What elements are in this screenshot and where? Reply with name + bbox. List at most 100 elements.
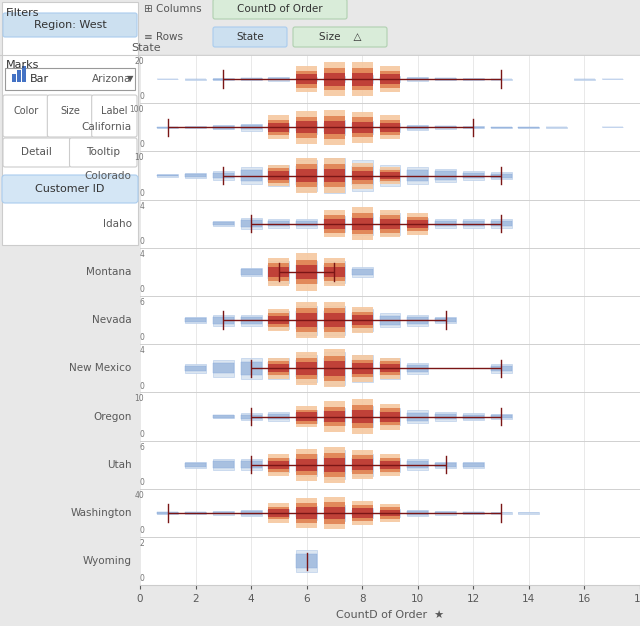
Bar: [296, 507, 317, 519]
Bar: [352, 505, 372, 521]
Bar: [324, 311, 345, 329]
Bar: [241, 267, 262, 276]
Bar: [213, 79, 234, 80]
Bar: [324, 169, 345, 182]
Bar: [380, 215, 401, 232]
Text: Wyoming: Wyoming: [83, 557, 132, 566]
Bar: [352, 77, 372, 81]
Text: 40: 40: [134, 491, 144, 500]
Bar: [213, 317, 234, 324]
Bar: [408, 217, 428, 231]
Bar: [296, 311, 317, 329]
Bar: [380, 364, 401, 372]
Bar: [463, 413, 484, 420]
Bar: [185, 126, 206, 128]
Bar: [435, 512, 456, 514]
Bar: [296, 166, 317, 185]
Bar: [380, 408, 401, 425]
Text: 0: 0: [140, 333, 144, 342]
Bar: [268, 414, 289, 419]
Bar: [380, 172, 401, 179]
Bar: [352, 218, 372, 230]
Bar: [324, 358, 345, 379]
Bar: [268, 172, 289, 180]
Bar: [324, 73, 345, 86]
Text: 0: 0: [140, 430, 144, 439]
Bar: [296, 123, 317, 131]
Bar: [352, 72, 372, 86]
Bar: [268, 78, 289, 81]
Bar: [213, 315, 234, 326]
Bar: [213, 125, 234, 130]
Bar: [352, 508, 372, 518]
Bar: [435, 413, 456, 421]
Bar: [380, 123, 401, 132]
Bar: [352, 121, 372, 133]
Bar: [268, 316, 289, 324]
Bar: [185, 173, 206, 178]
Bar: [380, 357, 401, 379]
Bar: [296, 360, 317, 377]
Bar: [268, 311, 289, 329]
FancyBboxPatch shape: [47, 95, 93, 137]
Bar: [213, 459, 234, 470]
FancyBboxPatch shape: [3, 95, 49, 137]
Text: 0: 0: [140, 237, 144, 246]
Bar: [213, 360, 234, 376]
Bar: [435, 319, 456, 322]
Bar: [463, 414, 484, 419]
Bar: [268, 123, 289, 132]
Bar: [213, 363, 234, 373]
Text: Oregon: Oregon: [93, 411, 132, 421]
FancyBboxPatch shape: [2, 175, 138, 203]
Bar: [268, 509, 289, 517]
Bar: [380, 217, 401, 230]
Bar: [435, 317, 456, 323]
Bar: [491, 126, 511, 128]
Bar: [380, 77, 401, 81]
Bar: [296, 313, 317, 327]
FancyBboxPatch shape: [3, 138, 70, 167]
Bar: [352, 315, 372, 326]
Bar: [268, 458, 289, 472]
Bar: [268, 221, 289, 227]
Bar: [213, 222, 234, 225]
Bar: [352, 123, 372, 131]
Bar: [408, 220, 428, 227]
Text: 20: 20: [134, 57, 144, 66]
Bar: [296, 550, 317, 572]
Bar: [324, 218, 345, 229]
Bar: [157, 512, 178, 514]
Bar: [324, 116, 345, 138]
Bar: [352, 410, 372, 423]
Bar: [324, 503, 345, 523]
Bar: [324, 158, 345, 193]
Bar: [268, 123, 289, 132]
Bar: [408, 78, 428, 80]
Bar: [352, 409, 372, 424]
Bar: [408, 78, 428, 81]
Bar: [296, 506, 317, 520]
Bar: [352, 455, 372, 474]
Bar: [296, 158, 317, 193]
Text: 0: 0: [140, 575, 144, 583]
Bar: [324, 305, 345, 335]
Bar: [380, 510, 401, 516]
Text: 0: 0: [140, 140, 144, 150]
Bar: [296, 71, 317, 88]
Bar: [241, 269, 262, 275]
Bar: [380, 458, 401, 472]
Bar: [352, 363, 372, 374]
Bar: [435, 126, 456, 128]
Bar: [324, 158, 345, 193]
Bar: [213, 221, 234, 227]
Bar: [268, 458, 289, 472]
Bar: [213, 171, 234, 180]
Bar: [17, 70, 21, 82]
Bar: [463, 463, 484, 466]
Bar: [324, 361, 345, 376]
Bar: [22, 66, 26, 82]
Bar: [435, 169, 456, 182]
Bar: [408, 410, 428, 423]
Text: 6: 6: [140, 443, 144, 451]
